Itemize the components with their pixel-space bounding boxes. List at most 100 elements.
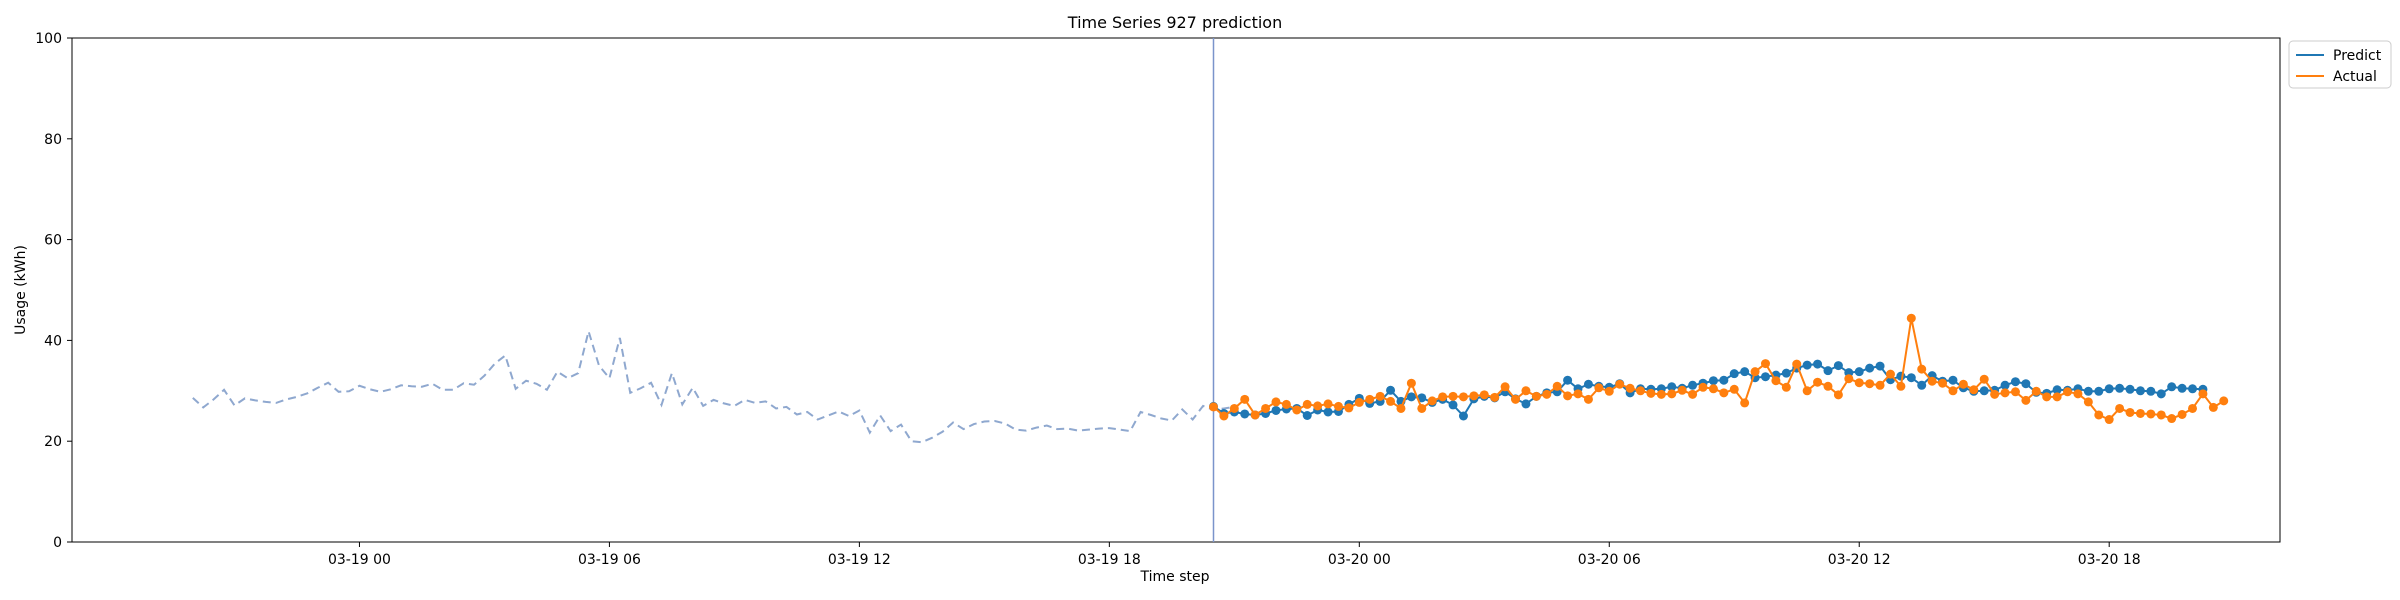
series-actual-point bbox=[2177, 409, 2187, 419]
series-actual-point bbox=[1323, 399, 1333, 409]
series-actual-point bbox=[1354, 397, 1364, 407]
series-actual-point bbox=[1583, 394, 1593, 404]
series-actual-point bbox=[1521, 386, 1531, 396]
series-predict-point bbox=[2010, 377, 2020, 387]
series-actual-point bbox=[1240, 394, 1250, 404]
series-predict-point bbox=[2167, 382, 2177, 392]
series-actual-point bbox=[1490, 392, 1500, 402]
series-predict-point bbox=[1875, 361, 1885, 371]
legend-predict-label: Predict bbox=[2333, 48, 2382, 64]
x-tick-label: 03-20 06 bbox=[1578, 552, 1641, 568]
series-predict-point bbox=[1802, 360, 1812, 370]
series-predict-point bbox=[2125, 384, 2135, 394]
series-predict-point bbox=[2021, 379, 2031, 389]
x-tick-label: 03-20 18 bbox=[2078, 552, 2141, 568]
series-predict-point bbox=[2156, 389, 2166, 399]
series-actual-point bbox=[1865, 379, 1875, 389]
series-actual-point bbox=[1531, 391, 1541, 401]
x-tick-label: 03-20 00 bbox=[1328, 552, 1391, 568]
series-predict-point bbox=[2177, 383, 2187, 393]
series-actual-point bbox=[1594, 383, 1604, 393]
series-actual-point bbox=[1458, 392, 1468, 402]
series-actual-point bbox=[1604, 386, 1614, 396]
series-actual-point bbox=[1854, 378, 1864, 388]
series-actual-point bbox=[1386, 396, 1396, 406]
x-tick-label: 03-19 18 bbox=[1078, 552, 1141, 568]
series-actual-point bbox=[1219, 411, 1229, 421]
series-actual-point bbox=[1896, 381, 1906, 391]
series-actual-point bbox=[1719, 388, 1729, 398]
series-actual-point bbox=[1979, 374, 1989, 384]
series-actual-point bbox=[1760, 359, 1770, 369]
x-tick-label: 03-20 12 bbox=[1828, 552, 1891, 568]
series-predict-point bbox=[1563, 375, 1573, 385]
series-actual-point bbox=[1729, 384, 1739, 394]
series-actual-point bbox=[1969, 385, 1979, 395]
series-actual-point bbox=[1667, 389, 1677, 399]
series-actual-point bbox=[1511, 394, 1521, 404]
series-predict-point bbox=[1323, 407, 1333, 417]
series-actual-point bbox=[2188, 403, 2198, 413]
series-predict-point bbox=[1729, 369, 1739, 379]
series-actual-point bbox=[1448, 391, 1458, 401]
series-actual-point bbox=[1636, 386, 1646, 396]
series-actual-point bbox=[1344, 403, 1354, 413]
series-predict-point bbox=[1854, 367, 1864, 377]
series-actual-point bbox=[1708, 384, 1718, 394]
series-actual-point bbox=[1677, 385, 1687, 395]
series-predict-point bbox=[1760, 372, 1770, 382]
series-actual-point bbox=[2042, 392, 2052, 402]
series-actual-point bbox=[2083, 397, 2093, 407]
series-actual-point bbox=[1906, 313, 1916, 323]
series-actual-point bbox=[2115, 403, 2125, 413]
x-axis-label: Time step bbox=[1140, 569, 1210, 585]
series-actual-point bbox=[1469, 391, 1479, 401]
series-actual-point bbox=[1740, 398, 1750, 408]
series-predict-point bbox=[1386, 385, 1396, 395]
series-actual-point bbox=[1292, 405, 1302, 415]
y-tick-label: 0 bbox=[53, 535, 62, 551]
x-tick-label: 03-19 00 bbox=[328, 552, 391, 568]
series-predict-point bbox=[1406, 392, 1416, 402]
series-actual-point bbox=[2198, 389, 2208, 399]
series-actual-point bbox=[1823, 381, 1833, 391]
series-actual-point bbox=[1375, 391, 1385, 401]
series-actual-point bbox=[1844, 374, 1854, 384]
series-actual-point bbox=[1885, 369, 1895, 379]
series-actual-point bbox=[1396, 403, 1406, 413]
series-actual-point bbox=[2125, 407, 2135, 417]
series-actual-point bbox=[2208, 402, 2218, 412]
series-actual-point bbox=[1781, 382, 1791, 392]
series-actual-point bbox=[2104, 415, 2114, 425]
series-actual-point bbox=[1438, 392, 1448, 402]
series-actual-point bbox=[1750, 367, 1760, 377]
series-predict-point bbox=[1688, 380, 1698, 390]
series-predict-point bbox=[1417, 393, 1427, 403]
series-predict-point bbox=[1583, 379, 1593, 389]
series-predict-point bbox=[2115, 383, 2125, 393]
series-actual-point bbox=[1698, 382, 1708, 392]
y-tick-label: 20 bbox=[44, 434, 62, 450]
series-predict-point bbox=[1781, 368, 1791, 378]
series-predict-point bbox=[1448, 400, 1458, 410]
y-tick-label: 80 bbox=[44, 132, 62, 148]
plot-area: 0 20 40 60 80 100 03-19 00 03-19 06 03-19 12 03-1… bbox=[35, 31, 2281, 568]
x-tick-label: 03-19 06 bbox=[578, 552, 641, 568]
series-actual-point bbox=[1958, 379, 1968, 389]
series-actual-point bbox=[1802, 386, 1812, 396]
series-actual-point bbox=[2052, 392, 2062, 402]
series-actual-point bbox=[1573, 389, 1583, 399]
series-predict-point bbox=[1917, 380, 1927, 390]
series-actual-point bbox=[1948, 386, 1958, 396]
y-tick-label: 40 bbox=[44, 333, 62, 349]
series-actual-point bbox=[2000, 388, 2010, 398]
series-actual-point bbox=[1250, 410, 1260, 420]
series-actual-point bbox=[2063, 387, 2073, 397]
series-predict-point bbox=[1271, 405, 1281, 415]
series-actual-point bbox=[1688, 389, 1698, 399]
series-actual-point bbox=[1646, 388, 1656, 398]
series-predict-point bbox=[2188, 384, 2198, 394]
series-actual-point bbox=[1833, 390, 1843, 400]
series-predict-point bbox=[1823, 366, 1833, 376]
